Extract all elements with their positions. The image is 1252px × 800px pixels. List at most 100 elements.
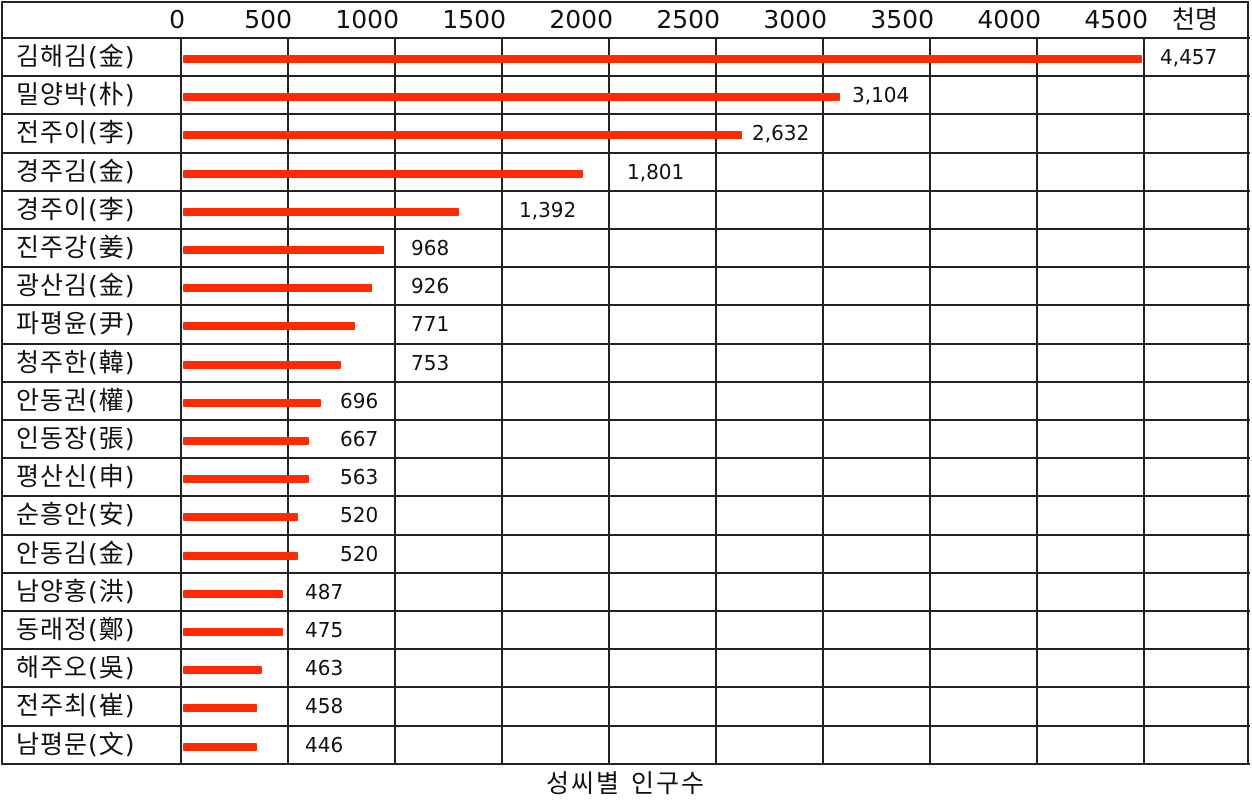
- data-bar: [183, 742, 257, 751]
- x-tick-label: 3000: [763, 5, 827, 34]
- category-label: 파평윤(尹): [16, 309, 136, 339]
- category-label: 밀양박(朴): [16, 80, 136, 110]
- value-label: 520: [340, 503, 379, 528]
- x-tick-label: 4000: [977, 5, 1041, 34]
- grid-line-vertical: [180, 38, 182, 764]
- value-label: 1,801: [627, 159, 685, 184]
- category-label: 평산신(申): [16, 462, 136, 492]
- value-label: 563: [340, 465, 379, 490]
- grid-line-horizontal: [1, 189, 1250, 192]
- value-label: 753: [411, 350, 450, 375]
- grid-line-vertical: [715, 38, 717, 764]
- value-label: 926: [411, 274, 450, 299]
- value-label: 4,457: [1160, 45, 1218, 69]
- value-label: 446: [305, 732, 344, 757]
- x-axis-unit: 천명: [1172, 5, 1219, 34]
- data-bar: [183, 437, 309, 445]
- category-label: 광산김(金): [16, 271, 136, 301]
- data-bar: [183, 666, 262, 675]
- data-bar: [183, 169, 583, 178]
- value-label: 463: [305, 656, 344, 681]
- grid-line-vertical: [501, 38, 503, 764]
- grid-line-horizontal: [1, 457, 1250, 460]
- category-label: 남평문(文): [16, 729, 136, 759]
- x-tick-label: 2500: [656, 5, 720, 34]
- grid-line-horizontal: [1, 37, 1250, 39]
- x-tick-label: 0: [169, 5, 185, 34]
- grid-line-vertical: [608, 38, 610, 764]
- category-label: 경주김(金): [16, 156, 136, 186]
- grid-line-horizontal: [1, 686, 1250, 689]
- grid-line-horizontal: [1, 648, 1250, 651]
- category-label: 김해김(金): [16, 42, 136, 71]
- grid-line-horizontal: [1, 495, 1250, 498]
- data-bar: [183, 589, 283, 598]
- grid-line-horizontal: [1, 228, 1250, 230]
- category-label: 청주한(韓): [16, 347, 136, 377]
- grid-line-horizontal: [1, 419, 1250, 421]
- grid-line-horizontal: [1, 75, 1250, 78]
- grid-line-vertical: [1036, 38, 1038, 764]
- value-label: 771: [411, 312, 450, 337]
- value-label: 487: [305, 579, 344, 604]
- category-label: 안동김(金): [16, 538, 136, 568]
- grid-line-vertical: [394, 38, 396, 764]
- data-bar: [183, 131, 742, 140]
- data-bar: [183, 246, 384, 254]
- grid-line-horizontal: [1, 266, 1250, 269]
- category-label: 순흥안(安): [16, 500, 136, 530]
- grid-line-horizontal: [1, 724, 1250, 727]
- grid-line-vertical: [929, 38, 931, 764]
- category-label: 경주이(李): [16, 194, 136, 224]
- data-bar: [183, 704, 257, 713]
- data-bar: [183, 93, 840, 102]
- category-label: 인동장(張): [16, 424, 136, 453]
- grid-line-horizontal: [1, 151, 1250, 154]
- data-bar: [183, 284, 372, 293]
- category-label: 진주강(姜): [16, 233, 136, 262]
- data-bar: [183, 628, 283, 636]
- value-label: 1,392: [519, 197, 577, 222]
- data-bar: [183, 322, 355, 331]
- x-tick-label: 3500: [870, 5, 934, 34]
- grid-line-vertical: [1143, 38, 1145, 764]
- data-bar: [183, 55, 1142, 63]
- grid-line-horizontal: [1, 304, 1250, 307]
- data-bar: [183, 551, 298, 560]
- x-tick-label: 500: [244, 5, 292, 34]
- grid-line-horizontal: [1, 571, 1250, 574]
- category-label: 전주이(李): [16, 118, 136, 148]
- grid-line-horizontal: [1, 113, 1250, 116]
- data-bar: [183, 513, 298, 522]
- x-tick-label: 4500: [1084, 5, 1148, 34]
- chart-frame: [1, 1, 1249, 765]
- data-bar: [183, 475, 309, 484]
- category-label: 안동권(權): [16, 385, 136, 415]
- category-label: 동래정(鄭): [16, 615, 136, 644]
- category-label: 남양홍(洪): [16, 576, 136, 606]
- value-label: 3,104: [852, 83, 910, 108]
- value-label: 968: [411, 236, 450, 260]
- value-label: 2,632: [752, 121, 810, 146]
- grid-line-horizontal: [1, 533, 1250, 536]
- category-label: 해주오(吳): [16, 653, 136, 683]
- grid-line-horizontal: [1, 610, 1250, 612]
- x-tick-label: 1500: [442, 5, 506, 34]
- data-bar: [183, 360, 341, 369]
- category-label: 전주최(崔): [16, 691, 136, 721]
- x-tick-label: 2000: [549, 5, 613, 34]
- grid-line-vertical: [822, 38, 824, 764]
- x-tick-label: 1000: [335, 5, 399, 34]
- value-label: 667: [340, 427, 379, 451]
- value-label: 475: [305, 618, 344, 642]
- value-label: 520: [340, 541, 379, 566]
- data-bar: [183, 207, 459, 216]
- chart-title: 성씨별 인구수: [546, 769, 706, 798]
- value-label: 458: [305, 694, 344, 719]
- grid-line-horizontal: [1, 342, 1250, 345]
- grid-line-horizontal: [1, 762, 1250, 765]
- data-bar: [183, 398, 321, 407]
- value-label: 696: [340, 388, 379, 413]
- grid-line-horizontal: [1, 380, 1250, 383]
